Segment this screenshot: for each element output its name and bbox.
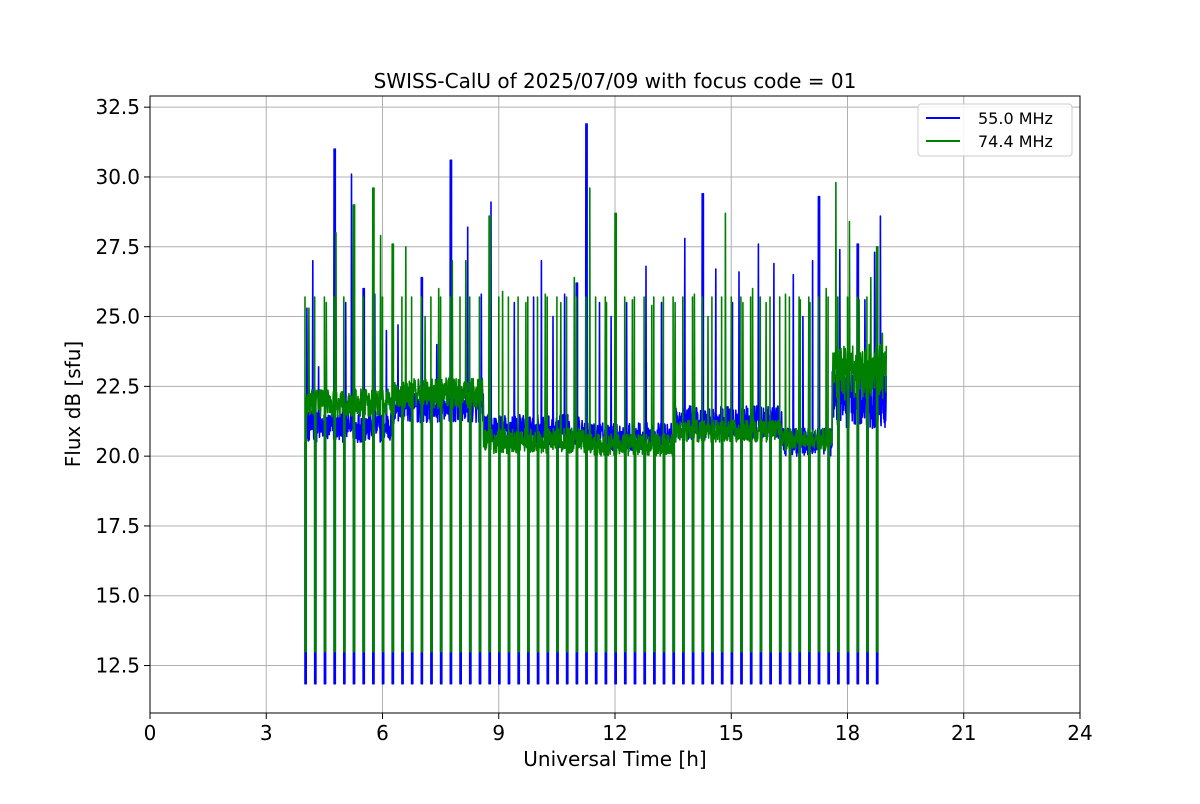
y-tick-label: 22.5 [95,374,140,398]
plot-series [304,123,888,685]
y-tick-label: 30.0 [95,165,140,189]
x-axis-label: Universal Time [h] [523,747,706,771]
legend-label: 74.4 MHz [978,132,1053,151]
x-tick-label: 3 [260,721,273,745]
x-tick-label: 18 [835,721,860,745]
x-tick-label: 9 [492,721,505,745]
x-tick-label: 0 [144,721,157,745]
x-tick-label: 21 [951,721,976,745]
chart-title: SWISS-CalU of 2025/07/09 with focus code… [374,69,857,93]
y-tick-label: 20.0 [95,444,140,468]
x-tick-label: 6 [376,721,389,745]
y-tick-label: 27.5 [95,235,140,259]
y-tick-label: 32.5 [95,95,140,119]
axis-ticks: 0 3 6 9 12 15 18 21 24 12.5 15.0 17.5 20.0 22.5 25.0 27… [95,95,1092,745]
y-axis-label: Flux dB [sfu] [61,341,85,467]
x-tick-label: 15 [719,721,744,745]
x-tick-label: 12 [602,721,627,745]
legend-label: 55.0 MHz [978,109,1053,128]
y-tick-label: 25.0 [95,305,140,329]
legend: 55.0 MHz 74.4 MHz [917,103,1073,157]
y-tick-label: 12.5 [95,654,140,678]
y-tick-label: 17.5 [95,514,140,538]
y-tick-label: 15.0 [95,584,140,608]
series-line-2 [304,181,888,653]
x-tick-label: 24 [1067,721,1092,745]
